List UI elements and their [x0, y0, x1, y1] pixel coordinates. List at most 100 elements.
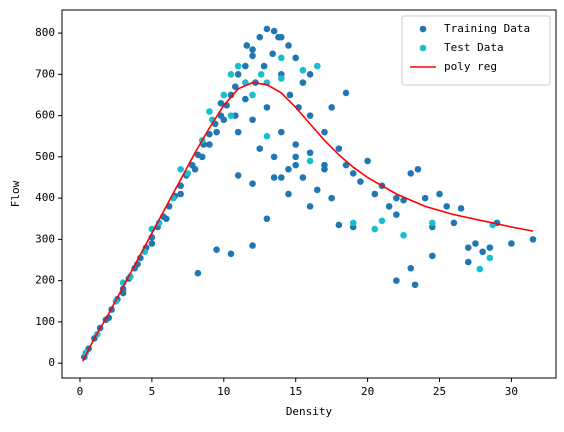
legend-swatch: [419, 25, 427, 33]
point: [335, 145, 343, 152]
point: [249, 242, 256, 249]
y-tick-label: 100: [35, 315, 55, 328]
point: [249, 46, 256, 53]
x-tick-label: 15: [289, 385, 302, 398]
point: [256, 33, 264, 41]
point: [234, 172, 242, 179]
point: [227, 112, 235, 119]
point: [243, 42, 251, 49]
point: [429, 219, 436, 227]
point: [249, 180, 256, 187]
point: [306, 71, 314, 78]
point: [429, 252, 436, 260]
point: [464, 258, 472, 266]
point: [213, 246, 220, 253]
point: [436, 190, 443, 198]
point: [206, 141, 213, 148]
y-tick-label: 400: [35, 191, 55, 204]
point: [217, 99, 225, 107]
point: [285, 190, 292, 198]
point: [378, 217, 386, 225]
point: [292, 153, 299, 161]
point: [242, 95, 249, 103]
point: [457, 205, 465, 212]
point: [234, 71, 242, 78]
point: [231, 83, 239, 91]
point: [148, 240, 156, 247]
point: [177, 190, 184, 198]
point: [278, 54, 285, 62]
point: [313, 62, 321, 70]
y-axis-label: Flow: [9, 180, 22, 207]
legend-label: poly reg: [444, 60, 497, 73]
point: [306, 149, 314, 157]
point: [306, 203, 314, 210]
point: [486, 254, 494, 262]
point: [220, 91, 228, 99]
y-tick-label: 300: [35, 232, 55, 245]
point: [270, 27, 278, 35]
legend-label: Training Data: [444, 22, 530, 35]
point: [263, 215, 271, 223]
point: [278, 174, 285, 181]
point: [206, 130, 213, 138]
y-tick-label: 500: [35, 150, 55, 163]
point: [385, 203, 393, 210]
x-tick-label: 10: [217, 385, 230, 398]
y-tick-label: 600: [35, 109, 55, 122]
point: [194, 269, 202, 277]
point: [220, 116, 228, 124]
x-axis-label: Density: [286, 405, 333, 418]
point: [393, 277, 400, 284]
point: [162, 215, 170, 223]
point: [411, 281, 419, 289]
legend-swatch: [419, 44, 427, 52]
point: [321, 128, 328, 136]
point: [342, 161, 350, 169]
point: [479, 248, 486, 256]
point: [275, 33, 282, 41]
point: [263, 104, 271, 111]
regression-line: [82, 81, 534, 362]
point: [227, 91, 235, 99]
x-tick-label: 0: [77, 385, 84, 398]
point: [285, 42, 292, 49]
y-tick-label: 200: [35, 274, 55, 287]
point: [393, 211, 400, 218]
point: [285, 165, 292, 173]
point: [263, 132, 271, 140]
point: [328, 104, 335, 111]
point: [260, 62, 268, 70]
point: [306, 112, 314, 119]
point: [286, 91, 294, 99]
point: [321, 165, 328, 173]
legend-box: [401, 15, 551, 86]
point: [464, 244, 472, 251]
x-tick-label: 30: [505, 385, 518, 398]
y-tick-label: 0: [48, 356, 55, 369]
point: [234, 128, 242, 136]
point: [450, 219, 458, 227]
point: [472, 240, 479, 247]
point: [198, 153, 206, 161]
point: [227, 250, 235, 258]
point: [256, 145, 264, 152]
point: [299, 66, 307, 74]
point: [270, 174, 278, 181]
x-tick-label: 25: [433, 385, 446, 398]
point: [184, 170, 192, 177]
point: [443, 203, 451, 210]
x-tick-label: 20: [361, 385, 374, 398]
point: [328, 194, 335, 202]
point: [292, 141, 299, 148]
point: [278, 75, 285, 82]
plot-frame: [61, 9, 557, 379]
point: [371, 225, 379, 233]
point: [242, 62, 249, 70]
point: [213, 128, 220, 136]
point: [278, 128, 285, 136]
x-tick-label: 5: [149, 385, 156, 398]
point: [206, 108, 213, 115]
